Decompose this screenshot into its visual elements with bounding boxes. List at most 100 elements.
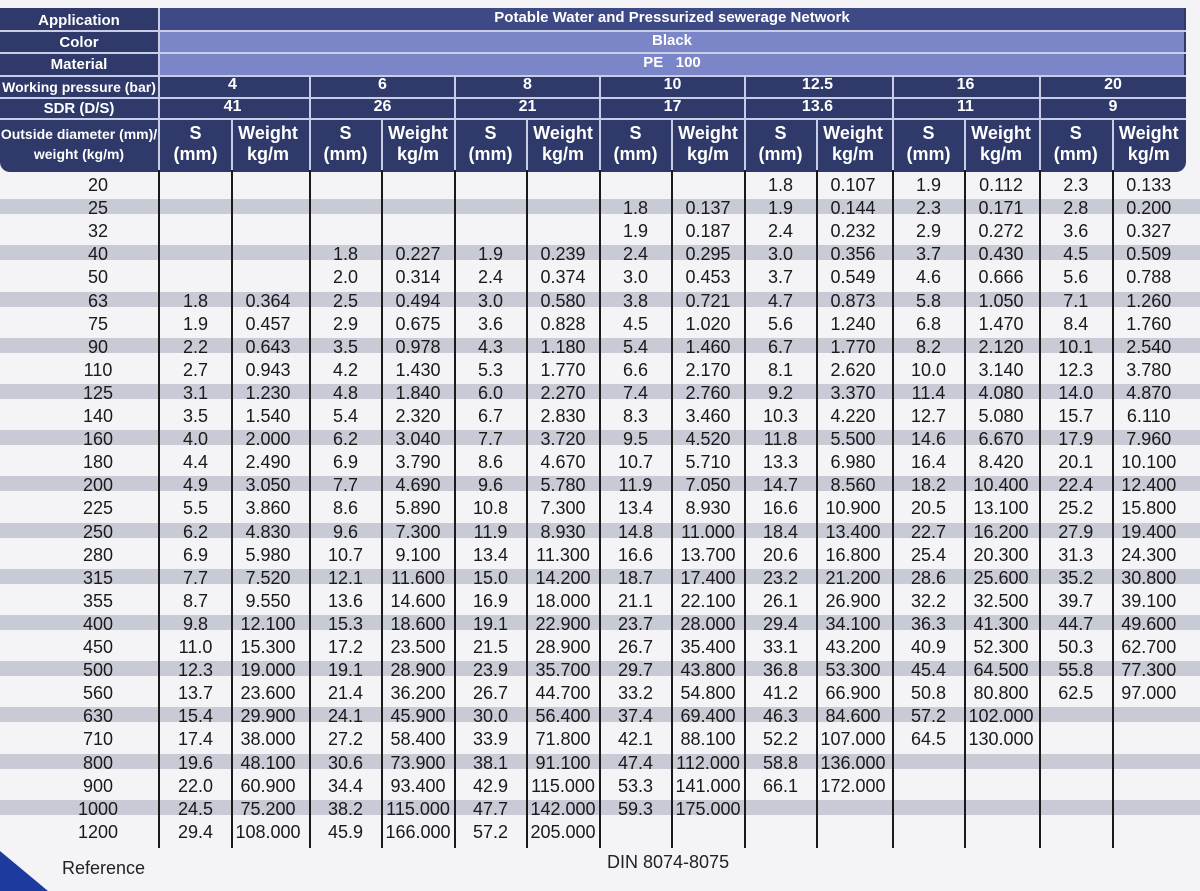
weight-cell: 2.320	[395, 406, 441, 426]
thickness-cell: 42.9	[472, 775, 509, 796]
thickness-cell: 10.8	[472, 498, 509, 519]
pressure-4: 4	[228, 76, 237, 93]
column-line	[1111, 170, 1114, 848]
weight-cell: 54.800	[680, 683, 736, 704]
weight-cell: 0.137	[685, 198, 731, 219]
weight-cell: 0.580	[540, 290, 586, 311]
weight-cell: 0.978	[395, 336, 441, 357]
subcol-divider	[231, 118, 234, 172]
weight-cell: 1.020	[685, 313, 731, 334]
pressure-12.5: 12.5	[801, 76, 834, 93]
weight-cell: 5.710	[685, 452, 731, 473]
thickness-cell: 7.7	[183, 567, 209, 588]
weight-cell: 4.830	[245, 521, 291, 542]
thickness-cell: 4.3	[478, 336, 504, 357]
weight-cell: 58.400	[390, 729, 446, 750]
weight-cell: 0.494	[395, 290, 441, 311]
header-divider	[0, 75, 1186, 77]
thickness-cell: 50.3	[1058, 637, 1094, 657]
col-s-header: S	[189, 123, 202, 143]
pressure-8: 8	[523, 76, 532, 93]
weight-cell: 69.400	[680, 706, 736, 727]
weight-cell: 2.490	[245, 452, 291, 473]
weight-cell: 8.420	[978, 452, 1024, 473]
thickness-cell: 23.7	[617, 613, 654, 634]
thickness-cell: 4.0	[183, 429, 209, 450]
thickness-cell: 3.6	[478, 313, 504, 334]
weight-cell: 0.364	[245, 290, 291, 311]
weight-cell: 1.760	[1126, 313, 1172, 334]
weight-cell: 2.270	[540, 382, 586, 403]
weight-cell: 18.600	[390, 613, 446, 634]
outside-diameter-cell: 1000	[77, 798, 119, 819]
thickness-cell: 25.2	[1058, 498, 1094, 519]
weight-cell: 0.171	[978, 198, 1024, 219]
weight-cell: 0.112	[979, 175, 1023, 195]
thickness-cell: 1.9	[768, 198, 794, 219]
col-s-unit: (mm)	[323, 144, 368, 164]
thickness-cell: 38.2	[327, 798, 364, 819]
thickness-cell: 19.6	[177, 752, 214, 773]
sdr-11: 11	[957, 98, 974, 115]
weight-cell: 28.000	[680, 613, 736, 634]
weight-cell: 2.540	[1126, 336, 1172, 357]
thickness-cell: 66.1	[762, 775, 799, 796]
outside-diameter-cell: 200	[82, 475, 114, 496]
thickness-cell: 1.9	[623, 221, 649, 242]
thickness-cell: 10.3	[762, 406, 799, 426]
thickness-cell: 3.6	[1063, 221, 1089, 242]
group-divider	[744, 75, 746, 172]
weight-cell: 0.666	[978, 267, 1024, 288]
weight-cell: 5.780	[540, 475, 586, 496]
outside-diameter-cell: 250	[82, 521, 114, 542]
weight-cell: 115.000	[531, 775, 595, 796]
weight-cell: 7.300	[540, 498, 586, 519]
weight-cell: 15.300	[240, 637, 296, 657]
weight-cell: 36.200	[390, 683, 446, 704]
weight-cell: 80.800	[973, 683, 1029, 704]
weight-cell: 15.800	[1121, 498, 1177, 519]
thickness-cell: 19.1	[472, 613, 509, 634]
header-label-divider	[158, 8, 160, 172]
thickness-cell: 57.2	[472, 821, 509, 842]
thickness-cell: 8.6	[478, 452, 504, 473]
weight-cell: 2.170	[685, 359, 731, 380]
weight-cell: 17.400	[680, 567, 736, 588]
thickness-cell: 23.2	[762, 567, 799, 588]
thickness-cell: 15.4	[177, 706, 214, 727]
thickness-cell: 19.1	[327, 660, 364, 681]
thickness-cell: 23.9	[472, 660, 509, 681]
weight-cell: 43.200	[825, 637, 881, 657]
thickness-cell: 59.3	[617, 798, 654, 819]
thickness-cell: 9.2	[768, 382, 794, 403]
label-sdr: SDR (D/S)	[43, 100, 115, 117]
thickness-cell: 16.4	[910, 452, 947, 473]
thickness-cell: 1.8	[623, 198, 649, 219]
sdr-17: 17	[663, 98, 682, 115]
weight-cell: 141.000	[675, 775, 741, 796]
thickness-cell: 11.4	[911, 382, 946, 403]
weight-cell: 1.430	[395, 359, 441, 380]
weight-cell: 28.900	[535, 637, 591, 657]
header-divider	[0, 97, 1186, 99]
weight-cell: 16.800	[825, 544, 881, 565]
weight-cell: 0.295	[685, 244, 731, 265]
outside-diameter-cell: 160	[82, 429, 114, 450]
thickness-cell: 3.5	[333, 336, 359, 357]
weight-cell: 48.100	[240, 752, 296, 773]
application-value: Potable Water and Pressurized sewerage N…	[494, 9, 850, 26]
outside-diameter-cell: 1200	[77, 821, 119, 842]
thickness-cell: 21.4	[327, 683, 364, 704]
thickness-cell: 46.3	[762, 706, 799, 727]
weight-cell: 4.220	[830, 406, 876, 426]
weight-cell: 0.239	[540, 244, 586, 265]
col-weight-header: Weight	[971, 123, 1031, 143]
outside-diameter-cell: 710	[82, 729, 114, 750]
weight-cell: 13.400	[825, 521, 881, 542]
weight-cell: 2.830	[540, 406, 586, 426]
thickness-cell: 6.9	[183, 544, 209, 565]
weight-cell: 8.930	[540, 521, 586, 542]
outside-diameter-cell: 40	[87, 244, 109, 265]
weight-cell: 26.900	[825, 590, 881, 611]
weight-cell: 11.000	[681, 521, 735, 542]
